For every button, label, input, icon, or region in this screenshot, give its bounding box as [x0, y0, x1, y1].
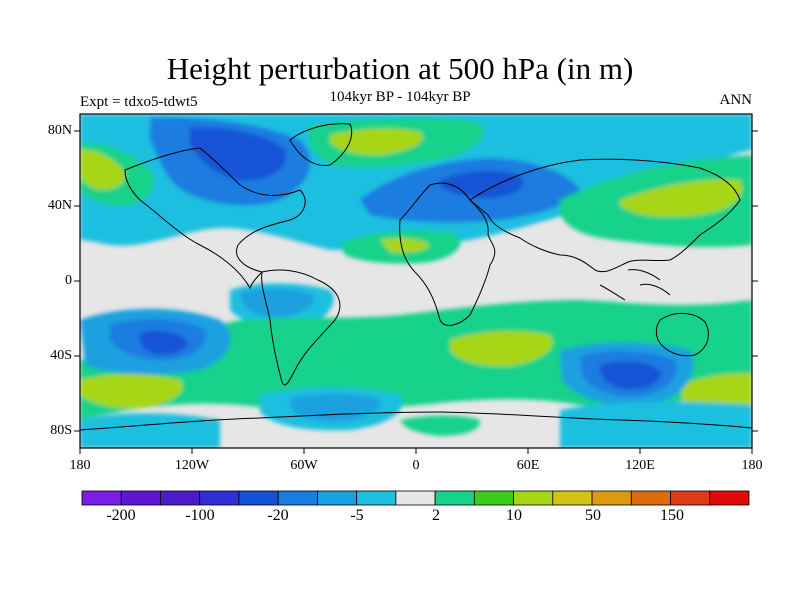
eurasia-dark-low: [440, 171, 524, 198]
colorbar-swatch: [120, 490, 161, 506]
colorbar-swatch: [238, 490, 279, 506]
europe-africa-coast: [399, 182, 496, 326]
season-label: ANN: [719, 92, 753, 108]
colorbar-swatch: [277, 490, 318, 506]
lon-tick-120w: 120W: [174, 458, 210, 473]
na-dark-low: [190, 127, 286, 181]
tropical-blue-2: [240, 288, 315, 318]
colorbar-swatch: [591, 490, 632, 506]
lat-tick-40n: 40N: [47, 198, 72, 213]
lon-tick-180e: 180: [741, 458, 763, 473]
colorbar-swatch: [160, 490, 201, 506]
colorbar-swatch: [709, 490, 750, 506]
australia-coast: [655, 313, 709, 357]
antarctica-coast: [80, 411, 752, 431]
antarctic-green: [400, 415, 481, 436]
contour-field: [80, 114, 752, 448]
lat-tick-80s: 80S: [50, 423, 72, 438]
colorbar-label: -5: [350, 507, 364, 524]
south-america-coast: [261, 269, 341, 386]
coastlines: [80, 123, 752, 431]
io-blue-dark: [600, 361, 662, 390]
experiment-label: Expt = tdxo5-tdwt5: [80, 94, 198, 110]
colorbar-label: -20: [267, 507, 289, 524]
lat-tick-0: 0: [65, 273, 72, 288]
lon-tick-60e: 60E: [516, 458, 540, 473]
colorbar-swatch: [317, 490, 358, 506]
antarctic-blue-4: [560, 401, 752, 448]
colorbar-label: 50: [585, 507, 601, 524]
lon-tick-0: 0: [412, 458, 420, 473]
maritime-continent-coast: [599, 269, 671, 301]
sh-yellow-2: [80, 374, 183, 409]
lon-tick-120e: 120E: [625, 458, 655, 473]
colorbar-swatch: [630, 490, 671, 506]
colorbar-swatch: [81, 490, 122, 506]
colorbar-swatch: [513, 490, 554, 506]
eurasia-coast: [469, 158, 741, 273]
colorbar-swatch: [199, 490, 240, 506]
colorbar-label: 150: [660, 507, 684, 524]
period-label: 104kyr BP - 104kyr BP: [329, 89, 471, 105]
colorbar-swatch: [552, 490, 593, 506]
colorbar-swatch: [395, 490, 436, 506]
lat-tick-80n: 80N: [47, 123, 72, 138]
colorbar-label: -100: [185, 507, 215, 524]
colorbar-label: -200: [106, 507, 136, 524]
colorbar-swatch: [670, 490, 711, 506]
colorbar-swatch: [434, 490, 475, 506]
lon-tick-60w: 60W: [290, 458, 318, 473]
colorbar-swatch: [356, 490, 397, 506]
spac-blue-dark: [139, 330, 188, 355]
wpac-yellow: [620, 179, 743, 217]
atlantic-yellow: [80, 149, 126, 190]
colorbar-label: 2: [432, 507, 440, 524]
lon-tick-180w: 180: [69, 458, 91, 473]
greenland-coast: [289, 123, 353, 167]
colorbar-swatch: [473, 490, 514, 506]
lat-tick-40s: 40S: [50, 348, 72, 363]
colorbar-label: 10: [506, 507, 522, 524]
sh-yellow-1: [450, 330, 553, 367]
tropics-yellow: [380, 237, 430, 253]
antarctic-blue-2: [290, 393, 381, 422]
axis-ticks: [74, 130, 758, 454]
plot-title: Height perturbation at 500 hPa (in m): [166, 51, 634, 86]
colorbar: [81, 490, 750, 506]
arctic-yellow: [330, 128, 423, 156]
antarctic-blue-3: [80, 413, 220, 448]
north-america-coast: [124, 147, 306, 290]
